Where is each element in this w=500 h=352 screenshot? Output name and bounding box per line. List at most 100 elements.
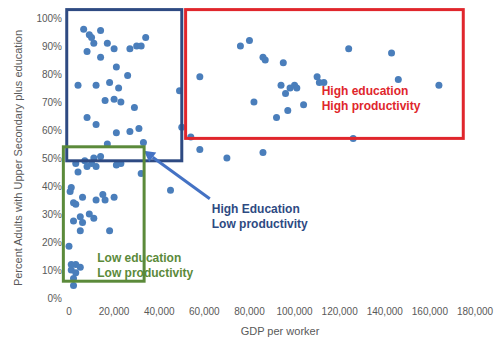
point: [93, 163, 100, 170]
point: [75, 82, 82, 89]
annotation-text: High Education: [212, 202, 300, 216]
annotation-text: High education: [322, 84, 409, 98]
point: [196, 73, 203, 80]
y-tick-label: 60%: [42, 125, 62, 136]
point: [435, 82, 442, 89]
y-tick-label: 50%: [42, 153, 62, 164]
point: [293, 85, 300, 92]
annotation-box: [67, 10, 182, 161]
point: [131, 104, 138, 111]
x-tick-label: 20,000: [99, 306, 130, 317]
point: [273, 114, 280, 121]
point: [102, 97, 109, 104]
y-tick-label: 80%: [42, 69, 62, 80]
y-tick-label: 20%: [42, 237, 62, 248]
point: [388, 50, 395, 57]
point: [77, 264, 84, 271]
point: [79, 194, 86, 201]
x-tick-label: 160,000: [412, 306, 449, 317]
point: [395, 76, 402, 83]
point: [68, 261, 75, 268]
point: [284, 107, 291, 114]
point: [246, 37, 253, 44]
y-tick-label: 40%: [42, 181, 62, 192]
point: [113, 162, 120, 169]
y-tick-label: 30%: [42, 209, 62, 220]
point: [104, 40, 111, 47]
x-axis-title: GDP per worker: [241, 325, 320, 337]
chart: 0% 10% 20% 30% 40% 50% 60% 70% 80% 90% 100% 0 20,000…: [0, 0, 500, 352]
point: [111, 45, 118, 52]
point: [84, 114, 91, 121]
point: [90, 40, 97, 47]
point: [237, 43, 244, 50]
point: [79, 219, 86, 226]
point: [282, 90, 289, 97]
point: [84, 48, 91, 55]
point: [280, 59, 287, 66]
annotation-arrowhead: [144, 151, 156, 162]
point: [124, 72, 131, 79]
point: [93, 121, 100, 128]
point: [142, 34, 149, 41]
point: [196, 146, 203, 153]
x-tick-label: 80,000: [234, 306, 265, 317]
x-tick-label: 180,000: [457, 306, 494, 317]
y-axis-title: Percent Adults with Upper Secondary plus…: [12, 30, 24, 286]
y-tick-label: 10%: [42, 265, 62, 276]
point: [66, 243, 73, 250]
point: [99, 191, 106, 198]
point: [262, 57, 269, 64]
annotation-box: [186, 10, 464, 139]
point: [223, 155, 230, 162]
point: [93, 197, 100, 204]
x-tick-label: 100,000: [276, 306, 313, 317]
point: [300, 101, 307, 108]
y-tick-label: 0%: [48, 293, 63, 304]
point: [113, 64, 120, 71]
point: [106, 79, 113, 86]
point: [106, 227, 113, 234]
annotation-text: High productivity: [322, 99, 421, 113]
x-tick-label: 140,000: [367, 306, 404, 317]
annotation-text: Low productivity: [97, 266, 193, 280]
point: [250, 99, 257, 106]
point: [259, 149, 266, 156]
point: [90, 215, 97, 222]
point: [167, 187, 174, 194]
point: [93, 82, 100, 89]
point: [70, 282, 77, 289]
point: [77, 227, 84, 234]
y-tick-label: 90%: [42, 41, 62, 52]
point: [97, 153, 104, 160]
y-tick-label: 70%: [42, 97, 62, 108]
points: [66, 26, 443, 289]
point: [140, 139, 147, 146]
point: [75, 169, 82, 176]
x-tick-label: 120,000: [322, 306, 359, 317]
point: [97, 27, 104, 34]
point: [70, 218, 77, 225]
point: [111, 194, 118, 201]
point: [278, 82, 285, 89]
point: [97, 54, 104, 61]
annotation-arrow: [153, 157, 210, 199]
point: [80, 26, 87, 33]
annotation-text: Low productivity: [212, 217, 308, 231]
point: [126, 128, 133, 135]
point: [138, 43, 145, 50]
point: [111, 96, 118, 103]
annotation-text: Low education: [97, 251, 181, 265]
point: [113, 129, 120, 136]
point: [67, 188, 74, 195]
y-tick-label: 100%: [36, 13, 62, 24]
point: [135, 125, 142, 132]
point: [126, 45, 133, 52]
x-tick-label: 60,000: [189, 306, 220, 317]
point: [115, 85, 122, 92]
point: [72, 201, 79, 208]
point: [117, 99, 124, 106]
point: [72, 269, 79, 276]
x-tick-label: 40,000: [144, 306, 175, 317]
x-tick-label: 0: [66, 306, 72, 317]
